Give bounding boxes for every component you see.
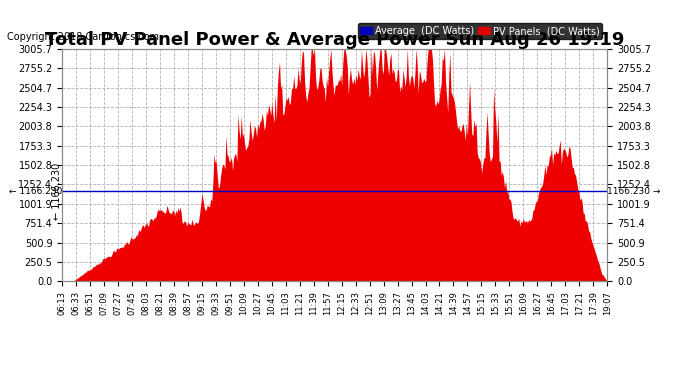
Text: ← 1166.230: ← 1166.230 (9, 186, 62, 195)
Text: 1166.230 →: 1166.230 → (607, 186, 660, 195)
Title: Total PV Panel Power & Average Power Sun Aug 26 19:19: Total PV Panel Power & Average Power Sun… (45, 31, 624, 49)
Legend: Average  (DC Watts), PV Panels  (DC Watts): Average (DC Watts), PV Panels (DC Watts) (357, 23, 602, 39)
Text: ← 1166.230: ← 1166.230 (52, 162, 62, 220)
Text: Copyright 2018 Cartronics.com: Copyright 2018 Cartronics.com (7, 32, 159, 42)
